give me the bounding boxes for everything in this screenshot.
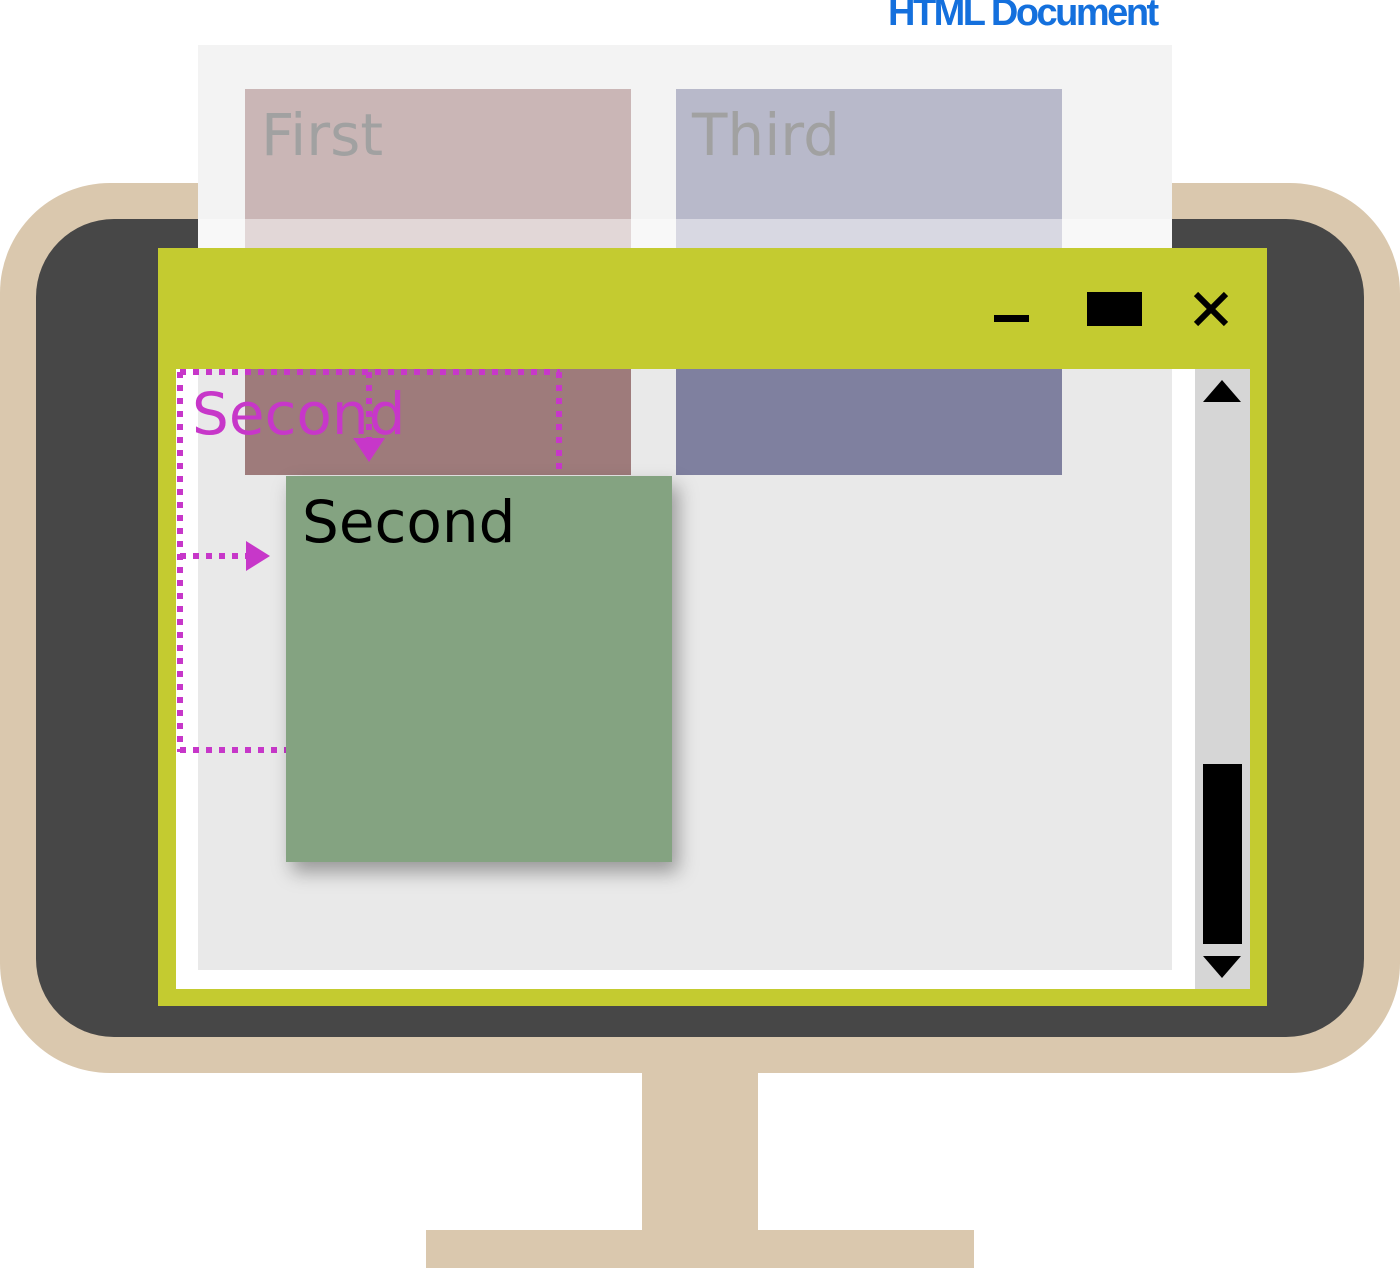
third-box-label: Third [692, 101, 840, 169]
maximize-icon[interactable] [1087, 292, 1142, 326]
triangle-down-icon[interactable] [1203, 956, 1241, 978]
close-icon[interactable] [1191, 289, 1231, 329]
second-box: Second [286, 476, 672, 862]
triangle-up-icon[interactable] [1203, 380, 1241, 402]
html-document-label: HTML Document [888, 0, 1159, 34]
minimize-icon[interactable] [994, 315, 1029, 322]
scrollbar-thumb[interactable] [1203, 764, 1242, 944]
left-offset-arrowhead [246, 541, 270, 571]
first-box-label: First [261, 101, 384, 169]
browser-title-bar [158, 248, 1267, 369]
monitor-stand-neck [642, 1072, 758, 1234]
monitor-stand-base [426, 1230, 974, 1268]
document-offscreen-overlay-strip [198, 219, 1172, 248]
top-offset-arrowhead [353, 438, 385, 462]
second-box-label: Second [302, 488, 516, 556]
